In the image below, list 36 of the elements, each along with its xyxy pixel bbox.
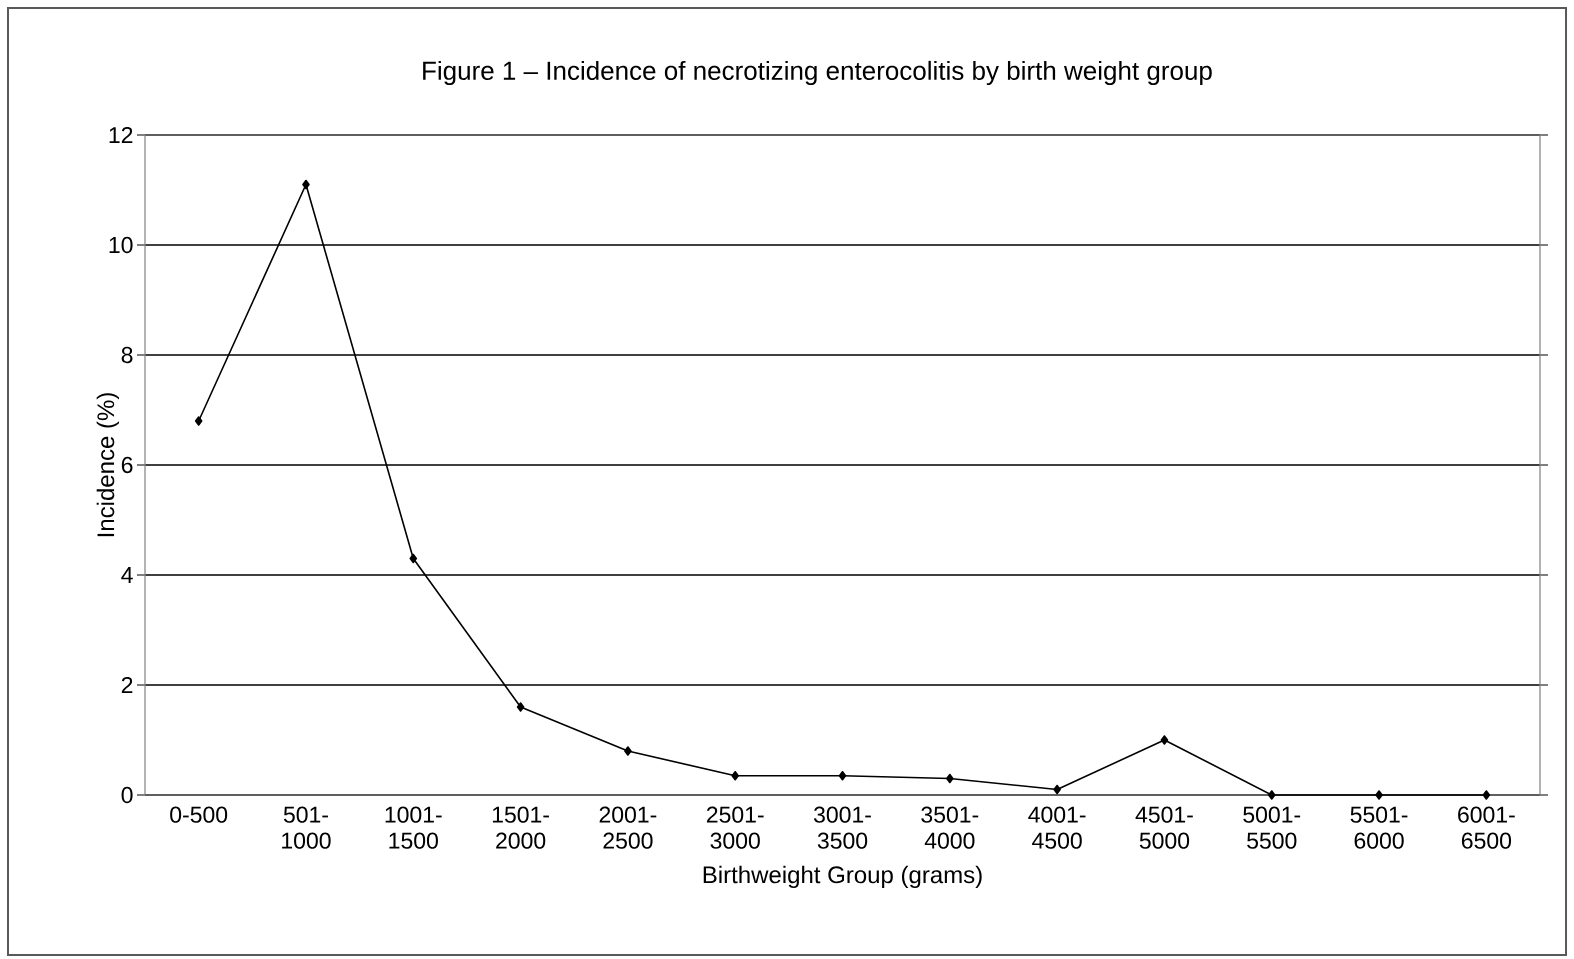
x-tick-label: 6001-6500 <box>1458 806 1515 849</box>
point <box>194 416 203 426</box>
point <box>302 179 310 190</box>
y-tick-label: 12 <box>109 126 133 144</box>
x-tick-label: 3001-3500 <box>813 806 871 849</box>
point <box>1160 735 1169 745</box>
x-tick-label: 1001-1500 <box>385 806 442 849</box>
y-tick-label: 2 <box>121 676 133 694</box>
x-tick-label: 501-1000 <box>282 806 331 849</box>
point <box>1267 790 1276 800</box>
point <box>1053 784 1061 795</box>
x-tick-label: 5501-6000 <box>1350 806 1408 849</box>
point <box>731 770 739 781</box>
x-tick-label: 5001-5500 <box>1243 806 1301 849</box>
point <box>1482 790 1491 800</box>
x-tick-label: 1501-2000 <box>492 806 549 849</box>
x-tick-label: 2501-3000 <box>706 806 764 849</box>
x-tick-label: 4001-4500 <box>1028 806 1086 849</box>
point <box>516 702 525 712</box>
y-tick-label: 8 <box>121 346 133 364</box>
y-axis-title: Incidence (%) <box>96 393 120 537</box>
y-tick-label: 0 <box>121 786 133 804</box>
point <box>409 553 418 564</box>
point <box>1375 790 1383 800</box>
point <box>946 773 954 784</box>
x-axis-title: Birthweight Group (grams) <box>703 865 982 889</box>
y-tick-label: 10 <box>109 236 133 254</box>
x-tick-label: 3501-4000 <box>921 806 979 849</box>
point <box>624 746 632 756</box>
x-tick-label: 4501-5000 <box>1135 806 1193 849</box>
point <box>838 770 847 781</box>
chart-title: Figure 1 – Incidence of necrotizing enterocolitis by birth weight group <box>423 60 1212 86</box>
y-tick-label: 4 <box>121 567 133 583</box>
x-tick-label: 0-500 <box>170 806 228 823</box>
y-tick-label: 6 <box>121 456 133 474</box>
x-tick-label: 2001-2500 <box>599 806 657 849</box>
